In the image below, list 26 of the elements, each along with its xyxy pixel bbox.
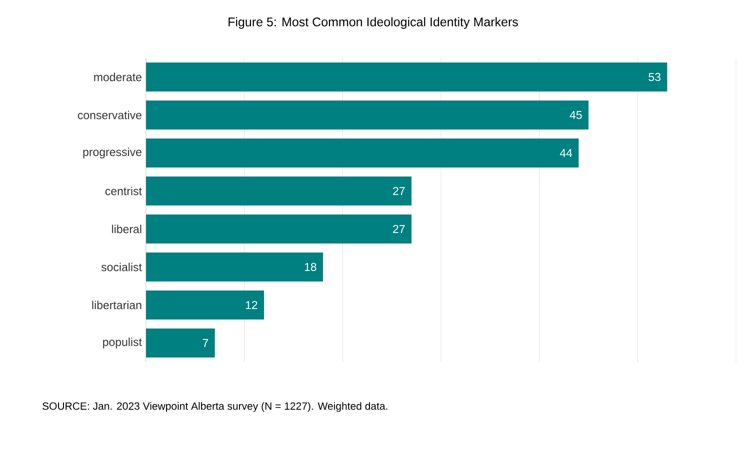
bar [146,138,579,168]
bar [146,100,589,130]
y-tick-label: moderate [94,72,142,82]
chart-title: Figure 5: Most Common Ideological Identity Markers [228,17,518,29]
data-label: 12 [246,300,258,310]
data-label: 53 [648,72,660,82]
bar [146,252,324,282]
y-tick-label: centrist [105,186,142,196]
data-label: 44 [560,149,572,157]
y-tick-label: populist [103,338,142,348]
data-label: 18 [304,262,316,272]
y-tick-label: libertarian [92,300,142,310]
y-tick-label: socialist [101,262,142,272]
data-label: 7 [202,339,208,347]
bar [146,290,264,320]
y-tick-label: progressive [83,148,142,158]
bar [146,328,215,358]
data-label: 27 [393,186,405,196]
y-tick-label: liberal [112,224,142,234]
bar [146,214,412,244]
data-label: 27 [393,224,405,234]
data-label: 45 [570,110,582,119]
bar [146,62,668,92]
source-note: SOURCE: Jan. 2023 Viewpoint Alberta survey (N = 1227). Weighted data. [42,402,388,412]
bar [146,176,412,206]
y-tick-label: conservative [78,110,142,120]
